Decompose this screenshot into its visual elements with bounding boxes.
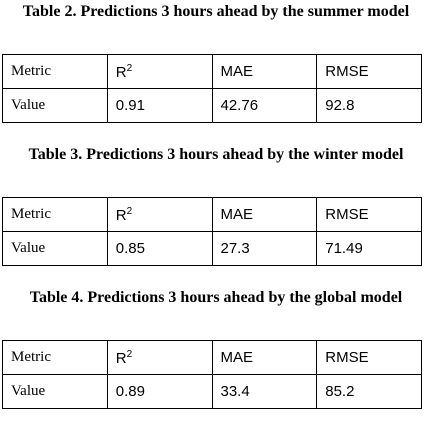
value-cell: 27.3	[211, 231, 318, 266]
value-cell: Value	[2, 231, 108, 266]
value-cell: 33.4	[211, 374, 318, 409]
value-cell: 71.49	[316, 231, 422, 266]
header-row: Metric R2 MAE RMSE	[2, 340, 422, 375]
value-cell: 0.89	[106, 374, 213, 409]
value-cell: 42.76	[211, 88, 318, 123]
value-cell: 85.2	[316, 374, 422, 409]
header-cell: Metric	[2, 197, 108, 232]
data-table: Metric R2 MAE RMSE Value 0.91 42.76 92.8	[2, 54, 422, 123]
value-cell: Value	[2, 88, 108, 123]
value-row: Value 0.85 27.3 71.49	[2, 231, 422, 266]
header-cell: R2	[106, 197, 213, 232]
header-cell: RMSE	[316, 54, 422, 89]
superscript: 2	[126, 205, 133, 217]
superscript: 2	[126, 348, 133, 360]
header-cell: Metric	[2, 340, 108, 375]
table-block: Table 2. Predictions 3 hours ahead by th…	[0, 2, 432, 123]
header-cell: MAE	[211, 340, 318, 375]
header-cell: MAE	[211, 197, 318, 232]
header-cell: RMSE	[316, 197, 422, 232]
table-block: Table 3. Predictions 3 hours ahead by th…	[0, 145, 432, 266]
data-table: Metric R2 MAE RMSE Value 0.89 33.4 85.2	[2, 340, 422, 409]
value-cell: 0.91	[106, 88, 213, 123]
table-caption: Table 2. Predictions 3 hours ahead by th…	[22, 3, 410, 20]
data-table: Metric R2 MAE RMSE Value 0.85 27.3 71.49	[2, 197, 422, 266]
header-cell: R2	[106, 54, 213, 89]
table-block: Table 4. Predictions 3 hours ahead by th…	[0, 288, 432, 409]
header-row: Metric R2 MAE RMSE	[2, 197, 422, 232]
value-cell: 0.85	[106, 231, 213, 266]
value-cell: Value	[2, 374, 108, 409]
value-row: Value 0.89 33.4 85.2	[2, 374, 422, 409]
table-caption: Table 3. Predictions 3 hours ahead by th…	[28, 146, 404, 163]
header-cell: Metric	[2, 54, 108, 89]
header-cell: R2	[106, 340, 213, 375]
table-caption: Table 4. Predictions 3 hours ahead by th…	[29, 289, 403, 306]
value-cell: 92.8	[316, 88, 422, 123]
header-cell: RMSE	[316, 340, 422, 375]
superscript: 2	[126, 62, 133, 74]
header-cell: MAE	[211, 54, 318, 89]
header-text: R	[115, 63, 127, 81]
header-row: Metric R2 MAE RMSE	[2, 54, 422, 89]
header-text: R	[115, 206, 127, 224]
value-row: Value 0.91 42.76 92.8	[2, 88, 422, 123]
header-text: R	[115, 349, 127, 367]
